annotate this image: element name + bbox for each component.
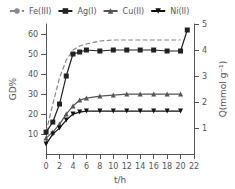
svg-text:4: 4 — [202, 46, 207, 55]
svg-text:6: 6 — [84, 162, 89, 171]
svg-text:16: 16 — [149, 162, 159, 171]
svg-text:5: 5 — [202, 20, 207, 29]
svg-text:20: 20 — [28, 110, 38, 119]
svg-text:1: 1 — [202, 124, 207, 133]
svg-text:GD%: GD% — [8, 77, 18, 100]
svg-text:4: 4 — [70, 162, 75, 171]
svg-text:8: 8 — [97, 162, 102, 171]
svg-text:22: 22 — [189, 162, 199, 171]
svg-text:18: 18 — [162, 162, 172, 171]
svg-text:0: 0 — [44, 162, 49, 171]
svg-text:40: 40 — [28, 70, 38, 79]
svg-text:Cu(II): Cu(II) — [123, 7, 145, 16]
svg-text:30: 30 — [28, 90, 38, 99]
svg-text:Fe(III): Fe(III) — [29, 7, 51, 16]
svg-text:10: 10 — [108, 162, 118, 171]
svg-text:Ni(II): Ni(II) — [170, 7, 189, 16]
svg-text:20: 20 — [175, 162, 185, 171]
svg-text:10: 10 — [28, 130, 38, 139]
svg-text:2: 2 — [57, 162, 62, 171]
svg-text:Q(mmol g⁻¹): Q(mmol g⁻¹) — [218, 61, 228, 118]
svg-text:12: 12 — [122, 162, 132, 171]
svg-text:2: 2 — [202, 98, 207, 107]
svg-text:50: 50 — [28, 50, 38, 59]
svg-text:3: 3 — [202, 72, 207, 81]
svg-text:Ag(I): Ag(I) — [77, 7, 96, 16]
svg-text:60: 60 — [28, 30, 38, 39]
svg-text:t/h: t/h — [114, 175, 126, 185]
svg-text:14: 14 — [135, 162, 145, 171]
